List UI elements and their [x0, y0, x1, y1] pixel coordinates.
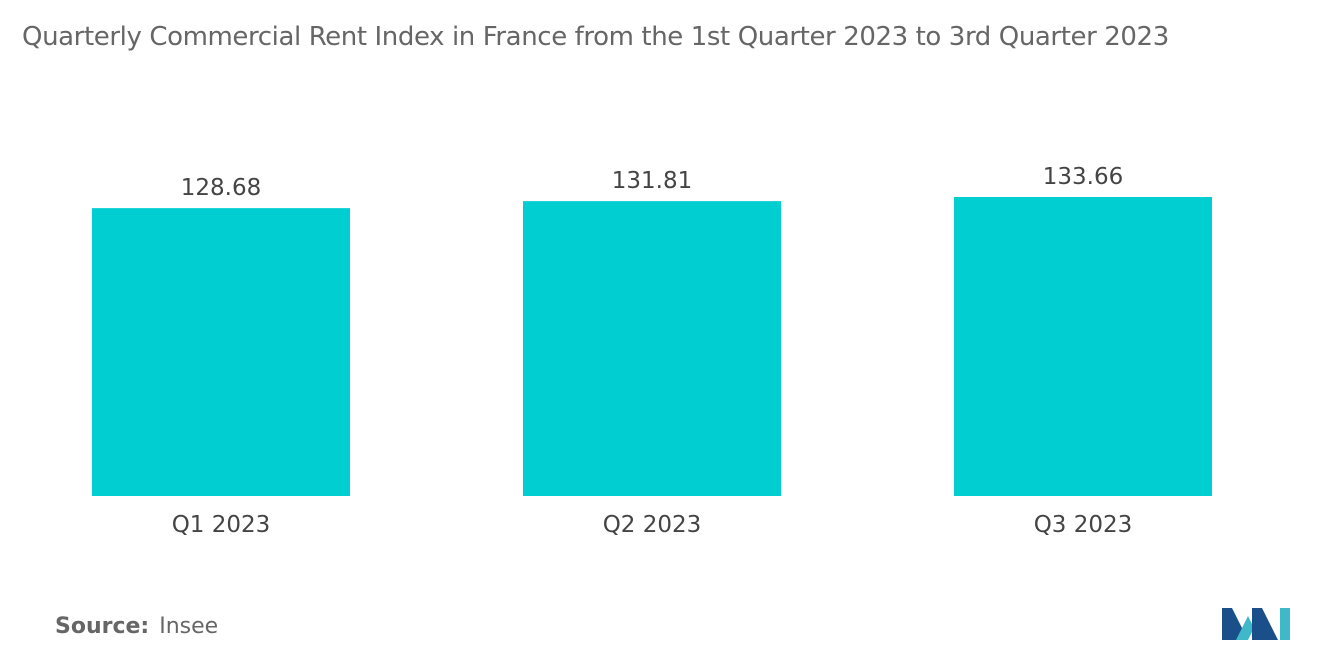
x-tick-label: Q1 2023	[172, 512, 271, 538]
bar-chart: 128.68 Q1 2023 131.81 Q2 2023 133.66 Q3 2023	[92, 164, 1212, 538]
data-label: 131.81	[612, 168, 692, 194]
x-tick-label: Q3 2023	[1034, 512, 1133, 538]
source-label: Source:	[55, 614, 150, 639]
brand-logo-icon	[1222, 608, 1290, 640]
data-label: 128.68	[181, 175, 261, 201]
x-tick-label: Q2 2023	[603, 512, 702, 538]
source-value: Insee	[159, 614, 219, 639]
chart-title: Quarterly Commercial Rent Index in Franc…	[22, 22, 1169, 52]
source-note: Source: Insee	[55, 614, 218, 639]
bar-q3-2023	[954, 197, 1212, 496]
bar-q1-2023	[92, 208, 350, 496]
bar-q2-2023	[523, 201, 781, 496]
data-label: 133.66	[1043, 164, 1123, 190]
